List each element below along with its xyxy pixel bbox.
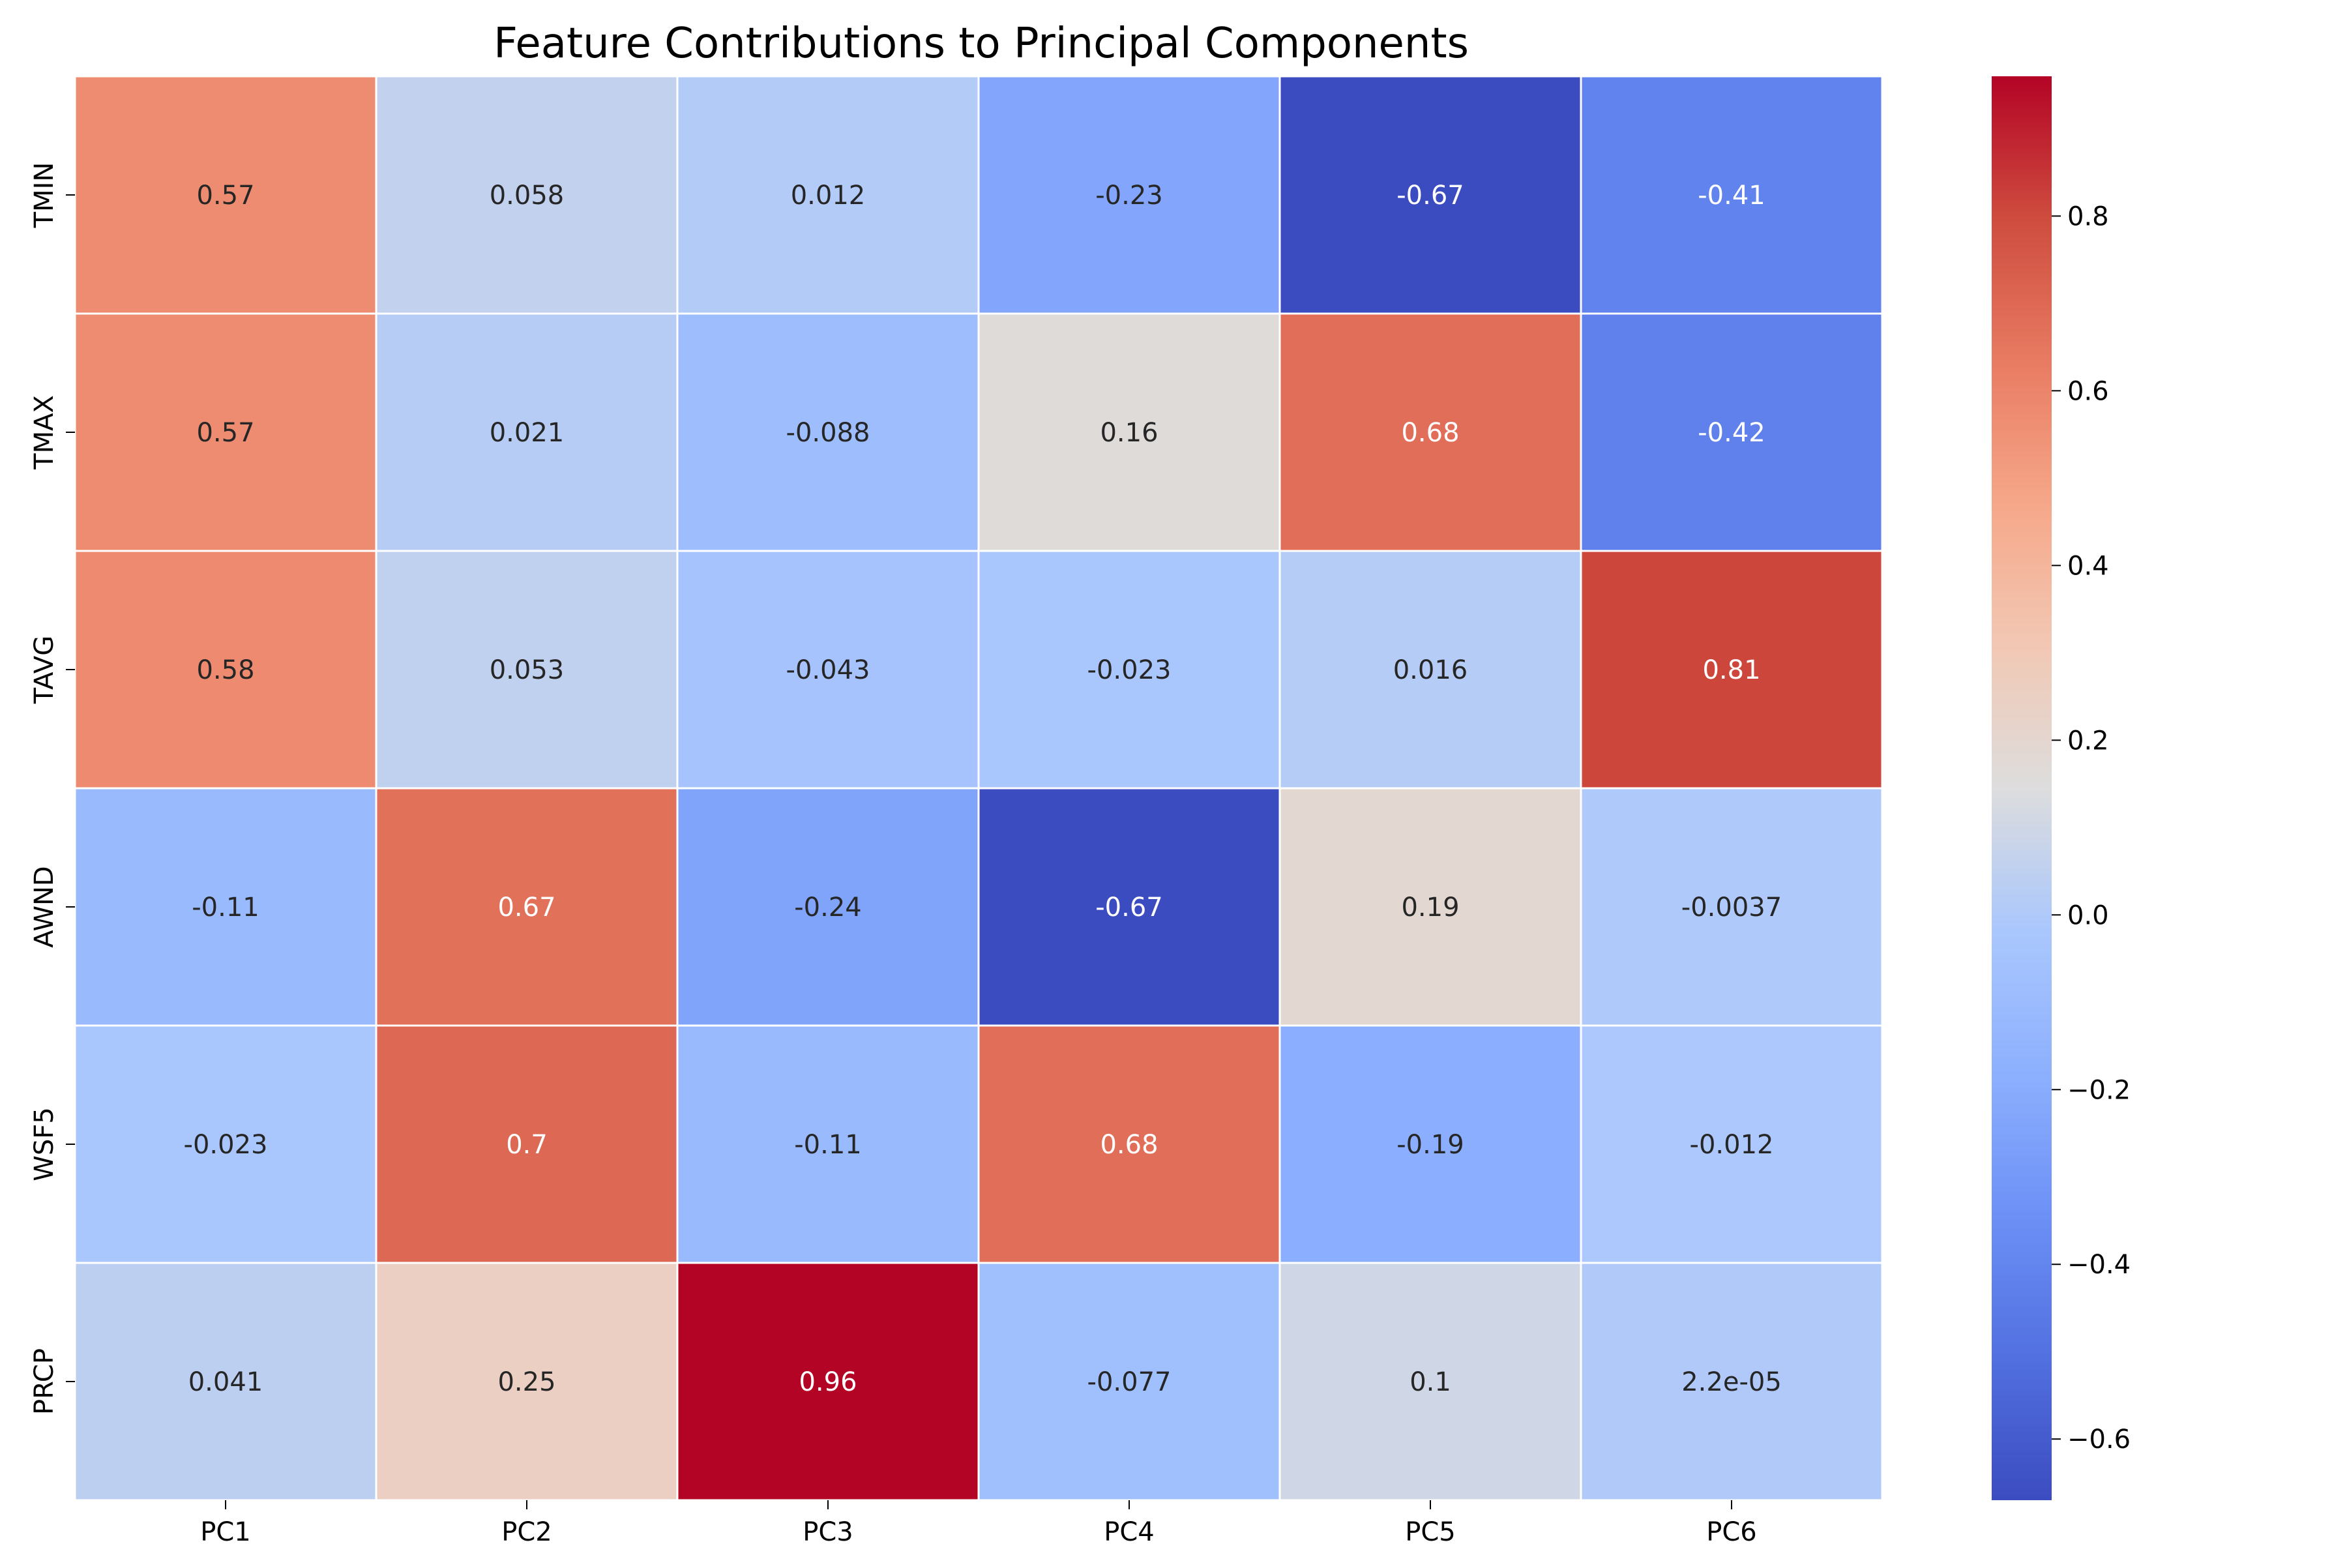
cell-value-label: 0.58 — [196, 655, 254, 685]
colorbar: 0.8 0.6 0.4 0.2 0.0 −0.2 −0.4 −0.6 — [1992, 76, 2131, 1500]
cell-value-label: 0.68 — [1401, 418, 1459, 448]
heatmap-cell — [1278, 75, 1582, 315]
y-tick-label: TMAX — [29, 395, 59, 470]
cell-value-label: 0.68 — [1100, 1130, 1158, 1160]
colorbar-tick-label: 0.2 — [2067, 726, 2109, 756]
cell-value-label: -0.42 — [1698, 418, 1765, 448]
heatmap-cell — [1580, 1024, 1883, 1264]
y-tick-label: TAVG — [29, 636, 59, 705]
heatmap-cell — [977, 1024, 1281, 1264]
heatmap-cell — [977, 787, 1281, 1027]
heatmap-cell — [977, 312, 1281, 552]
cell-value-label: -0.11 — [794, 1130, 862, 1160]
y-tick-label: AWND — [29, 866, 59, 947]
cell-value-label: 0.57 — [196, 181, 254, 211]
heatmap-cell — [977, 75, 1281, 315]
cell-value-label: -0.24 — [794, 893, 862, 923]
colorbar-tick-label: 0.0 — [2067, 900, 2109, 930]
cell-value-label: 0.19 — [1401, 893, 1459, 923]
cell-value-label: 0.058 — [490, 181, 565, 211]
heatmap-cell — [1278, 1262, 1582, 1501]
colorbar-tick-label: 0.8 — [2067, 201, 2109, 231]
cell-value-label: -0.012 — [1690, 1130, 1774, 1160]
cell-value-label: -0.0037 — [1681, 893, 1782, 923]
cell-value-label: 0.016 — [1393, 655, 1468, 685]
cell-value-label: -0.023 — [1087, 655, 1172, 685]
heatmap-cell — [1278, 787, 1582, 1027]
cell-value-label: -0.19 — [1396, 1130, 1464, 1160]
heatmap-cell — [375, 787, 679, 1027]
heatmap-cell — [74, 787, 377, 1027]
heatmap-cell — [977, 1262, 1281, 1501]
heatmap-cell — [676, 1024, 980, 1264]
cell-value-label: 0.012 — [791, 181, 866, 211]
cell-value-label: 0.96 — [799, 1367, 857, 1397]
heatmap-cell — [1580, 75, 1883, 315]
cell-value-label: -0.67 — [1396, 181, 1464, 211]
x-tick-label: PC1 — [200, 1517, 251, 1547]
heatmap-cell — [375, 550, 679, 790]
colorbar-tick-label: −0.6 — [2067, 1425, 2131, 1455]
heatmap-cell — [1580, 787, 1883, 1027]
y-axis: TMIN TMAX TAVG AWND WSF5 PRCP — [29, 162, 75, 1415]
cell-value-label: 0.041 — [188, 1367, 263, 1397]
cell-value-label: -0.043 — [786, 655, 870, 685]
x-tick-label: PC2 — [501, 1517, 552, 1547]
heatmap-cell — [74, 550, 377, 790]
heatmap-cell — [74, 75, 377, 315]
cell-value-label: -0.088 — [786, 418, 870, 448]
cell-value-label: -0.23 — [1095, 181, 1163, 211]
heatmap-cell — [977, 550, 1281, 790]
cell-value-label: 0.1 — [1410, 1367, 1451, 1397]
cell-value-label: 0.021 — [490, 418, 565, 448]
heatmap-cell — [676, 75, 980, 315]
y-tick-label: PRCP — [29, 1348, 59, 1415]
cell-value-label: -0.41 — [1698, 181, 1765, 211]
heatmap-cell — [1580, 550, 1883, 790]
chart-title: Feature Contributions to Principal Compo… — [494, 20, 1469, 68]
cell-value-label: -0.077 — [1087, 1367, 1172, 1397]
heatmap-cell — [1278, 550, 1582, 790]
heatmap-cell — [676, 550, 980, 790]
heatmap-cell — [1580, 312, 1883, 552]
colorbar-tick-label: −0.4 — [2067, 1250, 2131, 1280]
cell-value-label: 2.2e-05 — [1681, 1367, 1782, 1397]
x-axis: PC1 PC2 PC3 PC4 PC5 PC6 — [200, 1500, 1757, 1547]
heatmap-cell — [676, 787, 980, 1027]
colorbar-gradient — [1992, 76, 2052, 1500]
cell-value-label: 0.25 — [497, 1367, 555, 1397]
cell-annotations: 0.57 0.058 0.012 -0.23 -0.67 -0.41 0.57 0.021 -0… — [184, 181, 1782, 1397]
x-tick-label: PC6 — [1706, 1517, 1757, 1547]
heatmap-cell — [375, 312, 679, 552]
cell-value-label: 0.81 — [1702, 655, 1760, 685]
cell-value-label: -0.11 — [192, 893, 259, 923]
heatmap-cell — [74, 1024, 377, 1264]
heatmap-cell — [375, 75, 679, 315]
heatmap-cell — [1278, 1024, 1582, 1264]
colorbar-tick-label: 0.4 — [2067, 551, 2109, 581]
heatmap-cell — [1580, 1262, 1883, 1501]
cell-value-label: 0.7 — [506, 1130, 548, 1160]
cell-value-label: 0.57 — [196, 418, 254, 448]
colorbar-tick-label: −0.2 — [2067, 1075, 2131, 1105]
x-tick-label: PC5 — [1405, 1517, 1456, 1547]
cell-value-label: -0.67 — [1095, 893, 1163, 923]
cell-value-label: -0.023 — [184, 1130, 268, 1160]
x-tick-label: PC4 — [1104, 1517, 1155, 1547]
y-tick-label: WSF5 — [29, 1107, 59, 1181]
cell-value-label: 0.16 — [1100, 418, 1158, 448]
heatmap-cell — [74, 1262, 377, 1501]
cell-value-label: 0.67 — [497, 893, 555, 923]
x-tick-label: PC3 — [803, 1517, 853, 1547]
y-tick-label: TMIN — [29, 162, 59, 229]
cell-value-label: 0.053 — [490, 655, 565, 685]
colorbar-tick-label: 0.6 — [2067, 376, 2109, 406]
heatmap-cells — [74, 75, 1883, 1501]
